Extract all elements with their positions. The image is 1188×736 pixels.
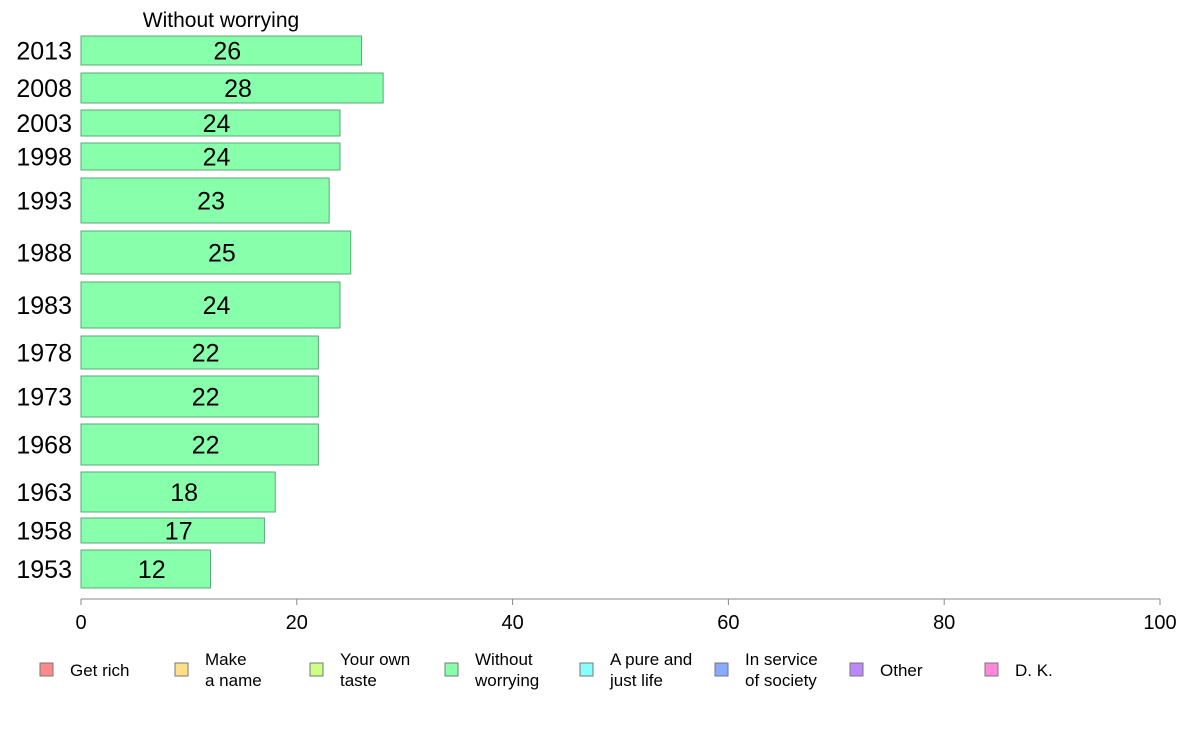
chart-title: Without worrying bbox=[143, 9, 299, 32]
bar-1958 bbox=[80, 517, 265, 544]
bar-2013 bbox=[80, 35, 363, 66]
legend-label-2-1: taste bbox=[340, 671, 377, 690]
bar-2003 bbox=[80, 109, 341, 137]
bar-1988 bbox=[80, 230, 352, 275]
x-tick-label-60: 60 bbox=[717, 612, 739, 634]
bar-1968 bbox=[80, 423, 319, 466]
legend-swatch-1 bbox=[174, 662, 189, 677]
legend-label-1-1: a name bbox=[205, 671, 262, 690]
bar-value-label-1963: 18 bbox=[170, 479, 198, 507]
category-label-2013: 2013 bbox=[16, 38, 72, 66]
bar-1998 bbox=[80, 142, 341, 171]
legend-label-4-1: just life bbox=[609, 671, 663, 690]
legend-swatch-5 bbox=[714, 662, 729, 677]
category-label-1953: 1953 bbox=[16, 556, 72, 584]
bars-group: 2013 26 2008 28 2003 24 1998 24 1993 23 1988 25 1983… bbox=[16, 35, 384, 589]
x-tick-label-100: 100 bbox=[1143, 612, 1176, 634]
legend-label-4-0: A pure and bbox=[610, 650, 692, 669]
category-label-1988: 1988 bbox=[16, 240, 72, 268]
bar-1978 bbox=[80, 335, 319, 370]
category-label-1963: 1963 bbox=[16, 479, 72, 507]
bar-value-label-2013: 26 bbox=[213, 38, 241, 66]
bar-value-label-2008: 28 bbox=[224, 75, 252, 103]
legend-label-1-0: Make bbox=[205, 650, 247, 669]
category-label-1973: 1973 bbox=[16, 384, 72, 412]
category-label-1958: 1958 bbox=[16, 518, 72, 546]
bar-1983 bbox=[80, 281, 341, 329]
category-label-1993: 1993 bbox=[16, 188, 72, 216]
legend-swatch-0 bbox=[39, 662, 54, 677]
bar-1993 bbox=[80, 177, 330, 224]
bar-value-label-1998: 24 bbox=[203, 144, 231, 172]
bar-value-label-1953: 12 bbox=[138, 556, 166, 584]
legend-swatch-4 bbox=[579, 662, 594, 677]
x-tick-label-20: 20 bbox=[286, 612, 308, 634]
legend-swatch-3 bbox=[444, 662, 459, 677]
bar-value-label-1978: 22 bbox=[192, 340, 220, 368]
bar-value-label-1968: 22 bbox=[192, 432, 220, 460]
x-axis: 0 20 40 60 80 100 bbox=[75, 598, 1177, 634]
category-label-2008: 2008 bbox=[16, 75, 72, 103]
x-tick-label-0: 0 bbox=[75, 612, 86, 634]
bar-1973 bbox=[80, 375, 319, 418]
x-tick-label-80: 80 bbox=[933, 612, 955, 634]
legend-label-6-0: Other bbox=[880, 661, 923, 680]
x-tick-label-40: 40 bbox=[501, 612, 523, 634]
legend: Get rich Make a name Your own taste Without wo… bbox=[39, 650, 1053, 690]
bar-1953 bbox=[80, 549, 211, 589]
legend-label-7-0: D. K. bbox=[1015, 661, 1053, 680]
bar-2008 bbox=[80, 72, 384, 104]
legend-swatch-6 bbox=[849, 662, 864, 677]
bar-value-label-1983: 24 bbox=[203, 292, 231, 320]
category-label-2003: 2003 bbox=[16, 110, 72, 138]
bar-1963 bbox=[80, 471, 276, 513]
legend-label-5-0: In service bbox=[745, 650, 818, 669]
bar-value-label-1973: 22 bbox=[192, 384, 220, 412]
bar-value-label-1958: 17 bbox=[165, 518, 193, 546]
legend-label-5-1: of society bbox=[745, 671, 817, 690]
legend-swatch-7 bbox=[984, 662, 999, 677]
legend-label-0-0: Get rich bbox=[70, 661, 130, 680]
legend-swatch-2 bbox=[309, 662, 324, 677]
category-label-1968: 1968 bbox=[16, 432, 72, 460]
bar-value-label-1988: 25 bbox=[208, 240, 236, 268]
legend-label-2-0: Your own bbox=[340, 650, 410, 669]
category-label-1998: 1998 bbox=[16, 144, 72, 172]
category-label-1983: 1983 bbox=[16, 292, 72, 320]
category-label-1978: 1978 bbox=[16, 340, 72, 368]
bar-value-label-1993: 23 bbox=[197, 188, 225, 216]
legend-label-3-0: Without bbox=[475, 650, 533, 669]
legend-label-3-1: worrying bbox=[474, 671, 539, 690]
bar-value-label-2003: 24 bbox=[203, 110, 231, 138]
